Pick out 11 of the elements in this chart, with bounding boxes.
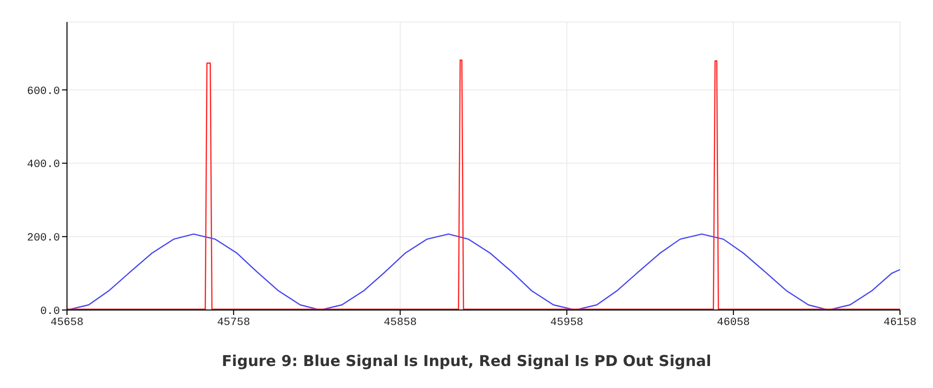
y-tick-label: 0.0: [40, 306, 60, 318]
y-tick-label: 400.0: [26, 159, 60, 172]
x-tick-label: 45658: [50, 316, 84, 329]
x-tick-label: 46158: [883, 316, 917, 329]
x-tick-label: 46058: [716, 316, 750, 329]
text: Figure 9: Blue Signal Is Input, Red Signal Is PD Out Signal: [220, 352, 712, 370]
y-tick-label: 600.0: [26, 86, 60, 98]
x-tick-label: 45858: [384, 316, 417, 329]
x-tick-label: 45958: [550, 316, 584, 329]
y-tick-label: 200.0: [26, 232, 60, 245]
x-tick-label: 45758: [217, 316, 250, 329]
